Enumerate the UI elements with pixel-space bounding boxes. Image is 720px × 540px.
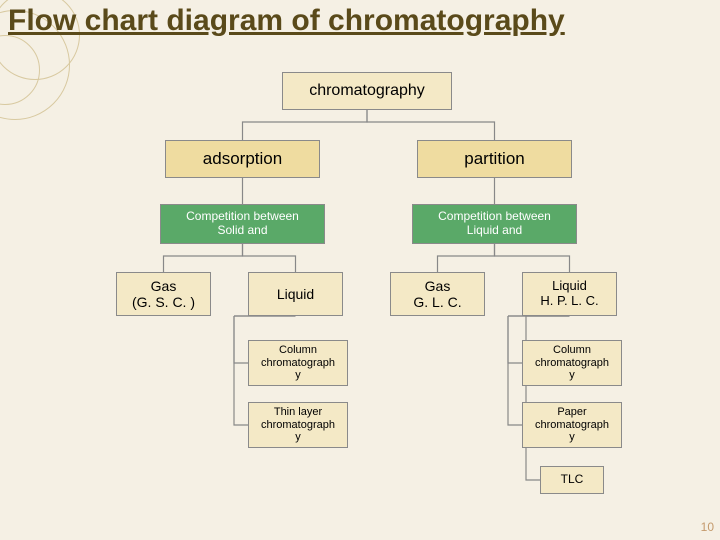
flowchart-node-gasGLC: GasG. L. C. <box>390 272 485 316</box>
flowchart-node-colA: Columnchromatography <box>248 340 348 386</box>
flowchart-node-compL: Competition betweenLiquid and <box>412 204 577 244</box>
flowchart-node-paper: Paperchromatography <box>522 402 622 448</box>
flowchart-node-gasGSC: Gas(G. S. C. ) <box>116 272 211 316</box>
page-title: Flow chart diagram of chromatography <box>8 4 565 38</box>
flowchart-node-liquidHPLC: LiquidH. P. L. C. <box>522 272 617 316</box>
flowchart-node-root: chromatography <box>282 72 452 110</box>
flowchart-node-compS: Competition betweenSolid and <box>160 204 325 244</box>
flowchart-node-tlcA: Thin layerchromatography <box>248 402 348 448</box>
flowchart-node-adsorp: adsorption <box>165 140 320 178</box>
flowchart-node-part: partition <box>417 140 572 178</box>
flowchart-node-colB: Columnchromatography <box>522 340 622 386</box>
page-number: 10 <box>701 520 714 534</box>
flowchart-node-tlcB: TLC <box>540 466 604 494</box>
flowchart-node-liquidA: Liquid <box>248 272 343 316</box>
